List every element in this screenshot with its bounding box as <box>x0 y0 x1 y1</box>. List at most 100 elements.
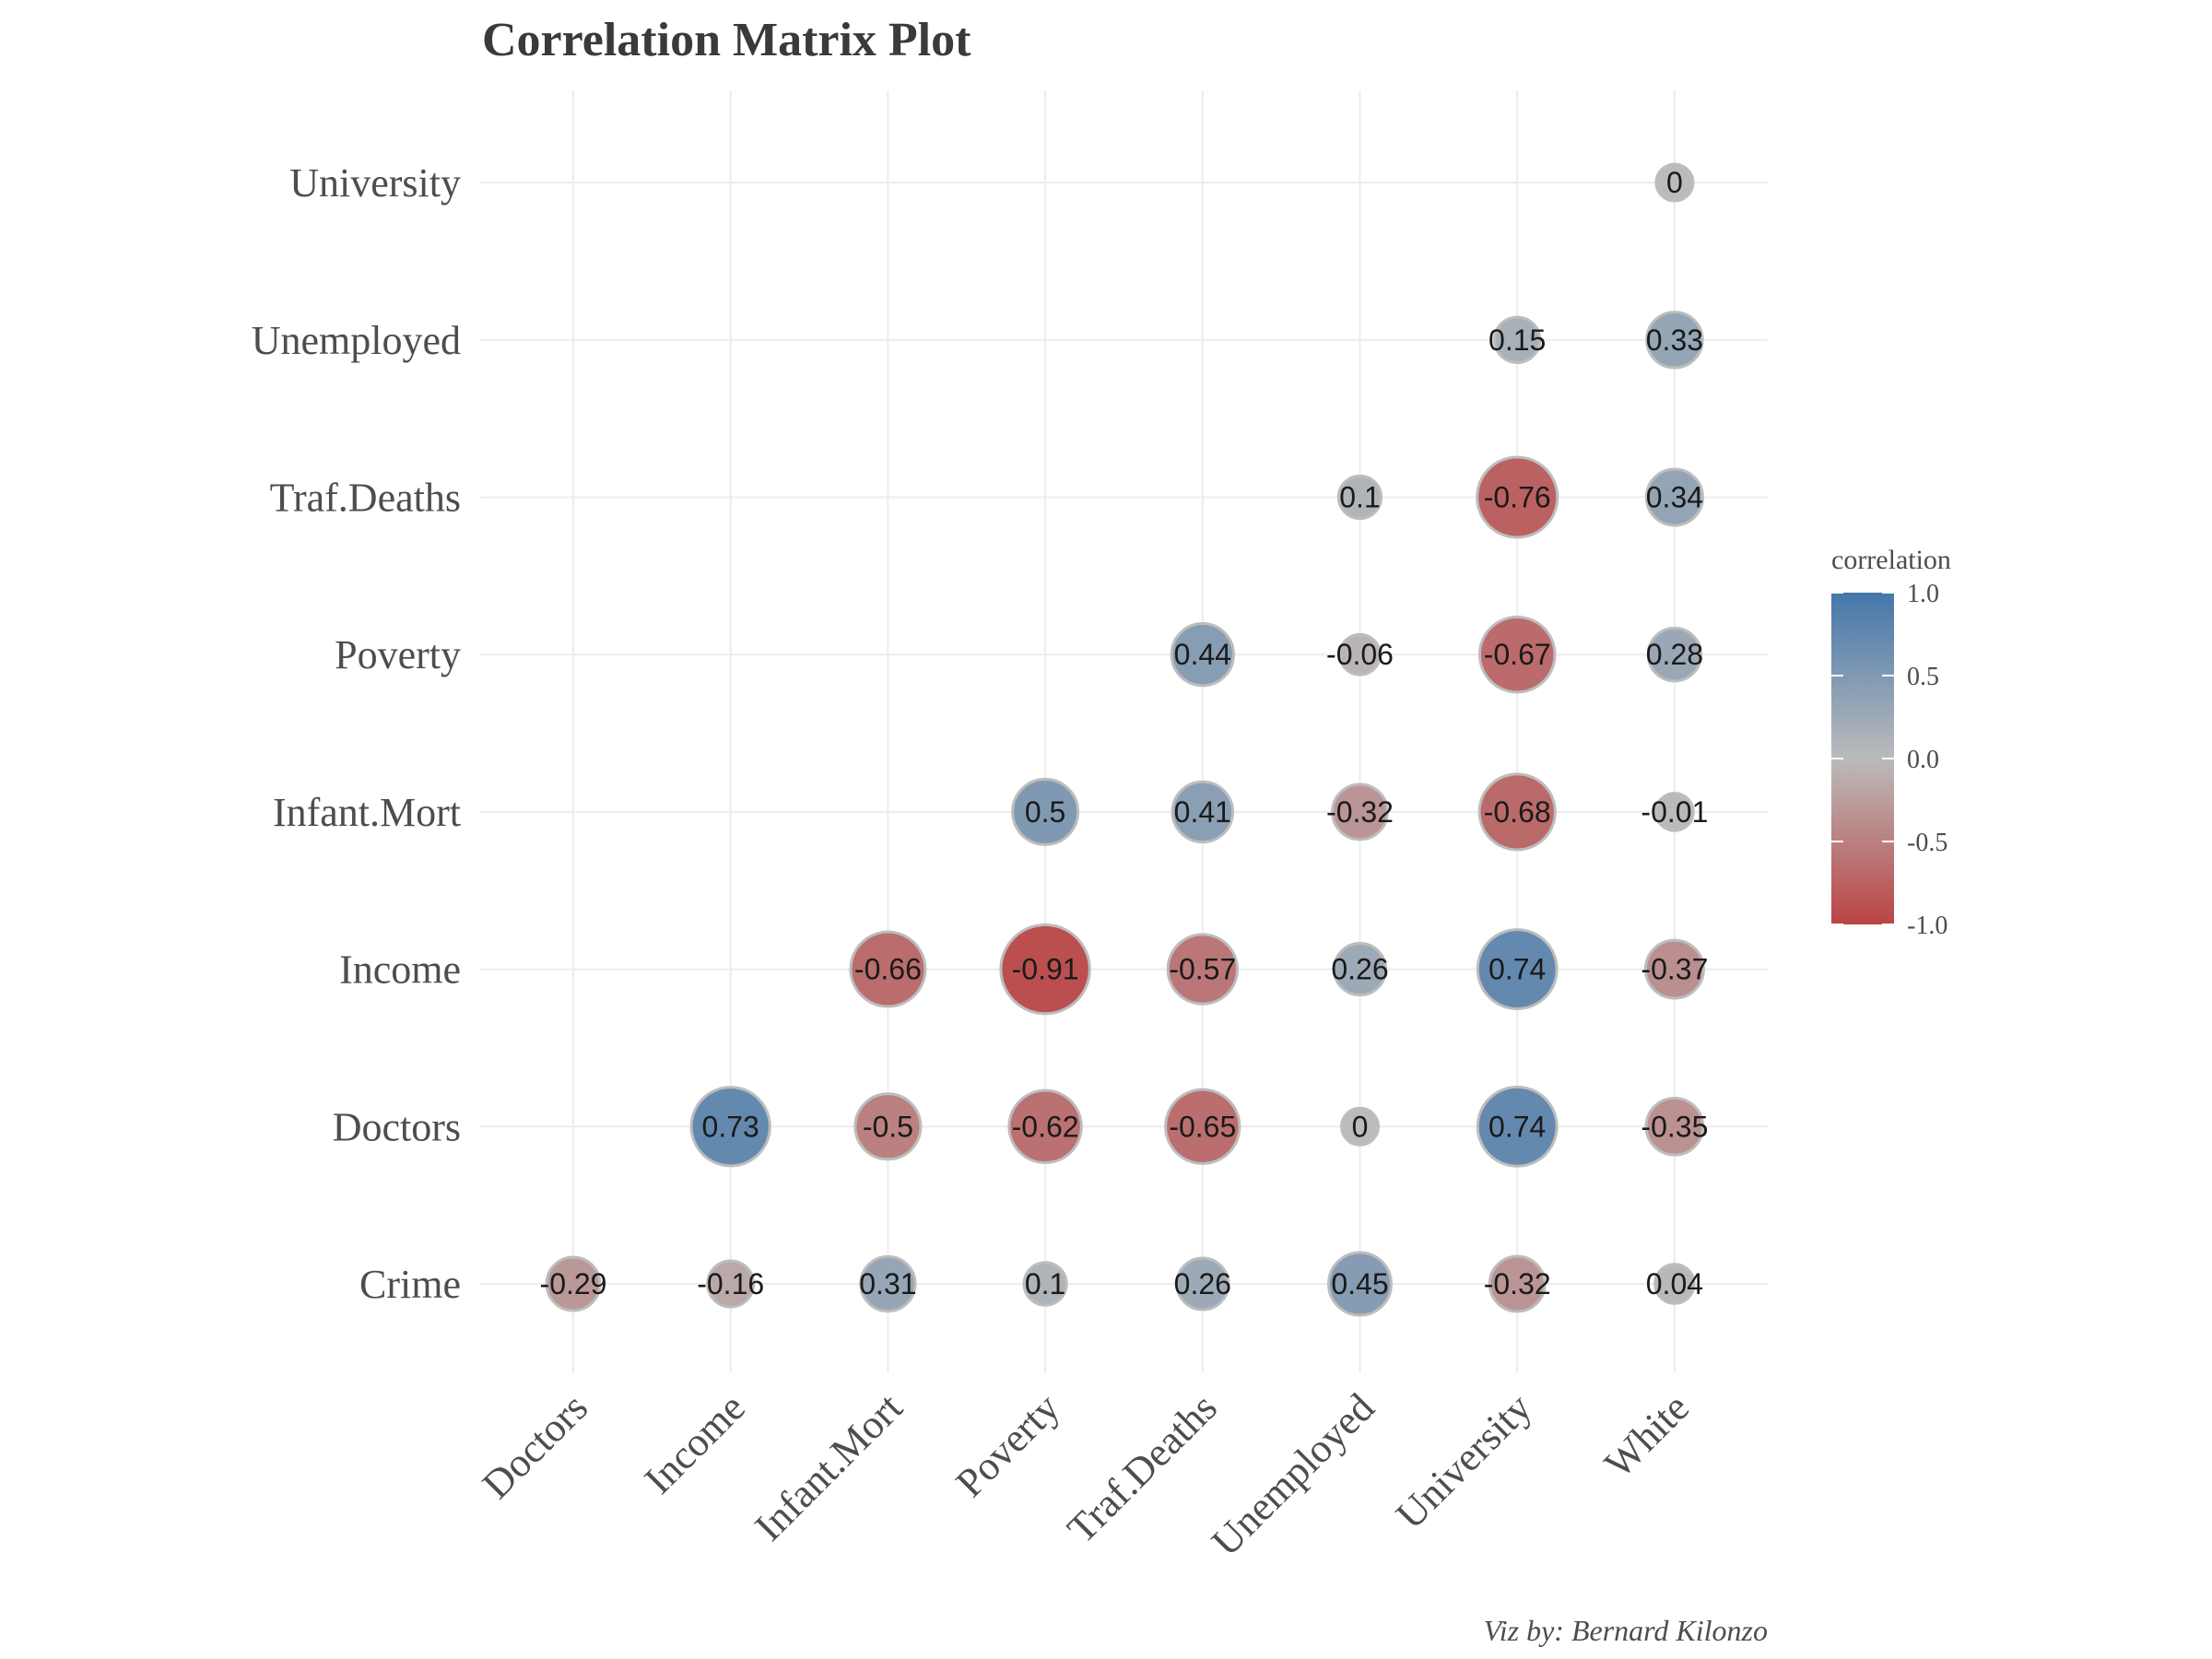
x-tick-label: University <box>1387 1384 1540 1537</box>
correlation-bubble <box>1338 632 1382 677</box>
x-tick-label: Infant.Mort <box>747 1384 912 1549</box>
correlation-value-label: 0.33 <box>1646 324 1703 357</box>
x-tick-label: Poverty <box>947 1384 1068 1505</box>
correlation-bubble <box>1645 311 1704 370</box>
correlation-value-label: -0.29 <box>540 1267 607 1300</box>
correlation-value-label: 0.41 <box>1174 795 1231 829</box>
legend-title: correlation <box>1831 545 1951 575</box>
correlation-value-label: 0.74 <box>1488 953 1546 986</box>
correlation-value-label: 0.45 <box>1331 1267 1388 1300</box>
correlation-value-label: 0.34 <box>1646 481 1703 514</box>
correlation-value-label: 0.04 <box>1646 1267 1703 1300</box>
legend-tick-label: 0.0 <box>1907 746 1939 774</box>
correlation-value-label: -0.67 <box>1484 638 1551 671</box>
correlation-bubble <box>849 930 927 1008</box>
correlation-bubble <box>1011 777 1080 846</box>
x-tick-label: White <box>1595 1384 1698 1487</box>
legend-tick-label: -1.0 <box>1907 912 1947 940</box>
x-tick-label: Doctors <box>474 1384 596 1507</box>
correlation-bubble <box>1175 1256 1230 1312</box>
correlation-bubble <box>545 1255 602 1312</box>
y-tick-label: Crime <box>359 1262 461 1307</box>
y-tick-label: Traf.Deaths <box>270 476 461 521</box>
chart-caption: Viz by: Bernard Kilonzo <box>1484 1614 1768 1647</box>
y-tick-label: University <box>289 160 461 206</box>
y-axis-ticks: Crime Doctors Income Infant.Mort Poverty Traf… <box>252 160 461 1307</box>
x-tick-label: Income <box>636 1384 754 1502</box>
bubble-layer: -0.29 -0.16 0.31 0.1 0.26 0.45 -0.32 0.04 0.73 -0… <box>540 162 1708 1317</box>
correlation-bubble <box>1164 1088 1241 1165</box>
correlation-value-label: 0.5 <box>1025 795 1065 829</box>
correlation-bubble <box>1171 780 1235 844</box>
correlation-value-label: -0.06 <box>1326 638 1394 671</box>
correlation-bubble <box>1022 1261 1068 1307</box>
correlation-bubble <box>1653 1263 1696 1305</box>
correlation-value-label: -0.66 <box>854 953 922 986</box>
correlation-bubble <box>999 923 1091 1016</box>
correlation-value-label: 0.26 <box>1174 1267 1231 1300</box>
correlation-value-label: 0.28 <box>1646 638 1703 671</box>
correlation-value-label: -0.76 <box>1484 481 1551 514</box>
correlation-bubble <box>1644 467 1704 527</box>
correlation-value-label: 0.1 <box>1025 1267 1065 1300</box>
correlation-value-label: -0.65 <box>1169 1110 1236 1143</box>
correlation-value-label: 0.26 <box>1331 953 1388 986</box>
correlation-value-label: 0 <box>1352 1110 1369 1143</box>
correlation-bubble <box>1476 928 1559 1011</box>
correlation-value-label: -0.5 <box>863 1110 913 1143</box>
correlation-value-label: -0.32 <box>1484 1267 1551 1300</box>
correlation-value-label: -0.16 <box>697 1267 764 1300</box>
correlation-bubble <box>1493 315 1542 364</box>
correlation-bubble <box>1646 627 1703 683</box>
correlation-value-label: -0.35 <box>1641 1110 1708 1143</box>
correlation-bubble <box>1166 933 1239 1006</box>
correlation-value-label: 0.44 <box>1174 638 1231 671</box>
legend-tick-label: 1.0 <box>1907 580 1939 608</box>
legend-tick-label: -0.5 <box>1907 829 1947 857</box>
chart-title: Correlation Matrix Plot <box>482 14 971 66</box>
y-tick-label: Doctors <box>333 1104 461 1149</box>
correlation-bubble <box>1477 772 1557 852</box>
legend: correlation 1.0 0.5 0.0 -0.5 -1.0 <box>1831 545 1951 940</box>
x-tick-label: Traf.Deaths <box>1059 1384 1226 1551</box>
correlation-bubble <box>1477 615 1557 694</box>
y-tick-label: Income <box>339 947 461 993</box>
correlation-value-label: 0.74 <box>1488 1110 1546 1143</box>
correlation-value-label: 0 <box>1666 166 1683 199</box>
correlation-bubble <box>1488 1254 1547 1313</box>
correlation-bubble <box>853 1092 923 1161</box>
correlation-bubble <box>1644 1096 1705 1157</box>
correlation-value-label: -0.68 <box>1484 795 1551 829</box>
x-tick-label: Unemployed <box>1203 1384 1382 1564</box>
correlation-bubble <box>1476 1085 1559 1168</box>
correlation-bubble <box>1007 1088 1083 1165</box>
correlation-bubble <box>1170 622 1235 688</box>
y-tick-label: Poverty <box>335 632 461 677</box>
y-tick-label: Infant.Mort <box>273 790 461 835</box>
correlation-value-label: -0.62 <box>1012 1110 1079 1143</box>
correlation-bubble <box>706 1259 756 1309</box>
correlation-bubble <box>1654 792 1695 832</box>
correlation-value-label: 0.15 <box>1488 324 1546 357</box>
correlation-bubble <box>1327 1251 1393 1317</box>
correlation-value-label: 0.1 <box>1339 481 1380 514</box>
correlation-value-label: -0.32 <box>1326 795 1394 829</box>
correlation-bubble <box>1476 455 1559 539</box>
correlation-bubble <box>1332 942 1388 997</box>
correlation-value-label: -0.91 <box>1012 953 1079 986</box>
correlation-value-label: 0.31 <box>859 1267 916 1300</box>
y-tick-label: Unemployed <box>252 318 461 363</box>
correlation-bubble <box>1654 162 1695 203</box>
correlation-bubble <box>1336 474 1383 521</box>
correlation-bubble <box>1331 782 1389 841</box>
correlation-bubble <box>859 1254 917 1313</box>
legend-tick-label: 0.5 <box>1907 663 1939 691</box>
correlation-bubble <box>1643 938 1705 1000</box>
correlation-bubble <box>1340 1106 1380 1147</box>
correlation-value-label: -0.57 <box>1169 953 1236 986</box>
correlation-bubble <box>689 1086 771 1168</box>
correlation-value-label: 0.73 <box>702 1110 759 1143</box>
